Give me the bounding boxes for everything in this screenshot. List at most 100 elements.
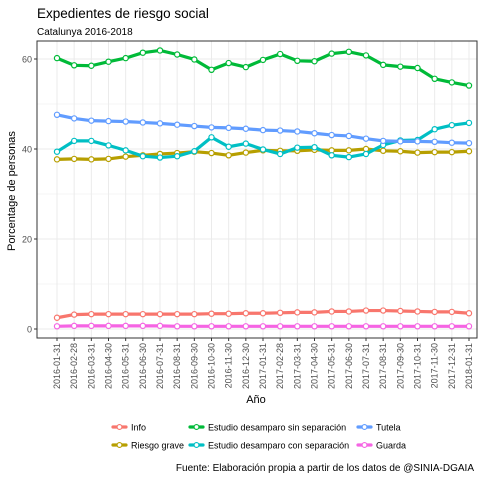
legend-label: Estudio desamparo sin separación bbox=[208, 423, 346, 433]
data-point-estudio-desamparo-con-separacion bbox=[276, 150, 284, 158]
data-point-estudio-desamparo-con-separacion bbox=[362, 150, 370, 158]
data-point-tutela bbox=[379, 137, 387, 145]
x-tick-label: 2016-06-30 bbox=[138, 343, 148, 389]
y-tick-label: 20 bbox=[22, 235, 32, 245]
data-point-tutela bbox=[294, 128, 301, 135]
data-point-guarda bbox=[379, 323, 387, 330]
data-point-tutela bbox=[105, 117, 112, 125]
data-point-estudio-desamparo-sin-separacion bbox=[122, 54, 129, 62]
data-point-estudio-desamparo-con-separacion bbox=[139, 152, 147, 160]
data-point-info bbox=[397, 307, 404, 315]
data-point-tutela bbox=[311, 130, 318, 137]
data-point-riesgo-grave bbox=[414, 149, 421, 156]
data-point-estudio-desamparo-sin-separacion bbox=[139, 49, 147, 56]
x-tick-label: 2016-03-31 bbox=[86, 343, 96, 389]
data-point-estudio-desamparo-sin-separacion bbox=[242, 63, 250, 71]
data-point-estudio-desamparo-con-separacion bbox=[105, 142, 112, 149]
x-tick-label: 2017-03-31 bbox=[292, 343, 302, 389]
data-point-guarda bbox=[156, 322, 164, 330]
chart-caption: Fuente: Elaboración propia a partir de l… bbox=[176, 463, 474, 474]
data-point-guarda bbox=[70, 322, 78, 330]
x-tick-label: 2017-04-30 bbox=[310, 343, 320, 389]
data-point-tutela bbox=[225, 124, 232, 132]
data-point-info bbox=[311, 309, 318, 316]
data-point-estudio-desamparo-sin-separacion bbox=[362, 52, 370, 59]
x-tick-label: 2017-09-30 bbox=[395, 343, 405, 389]
x-tick-label: 2017-06-30 bbox=[344, 343, 354, 389]
data-point-info bbox=[242, 310, 250, 317]
data-point-guarda bbox=[88, 322, 95, 330]
data-point-tutela bbox=[431, 138, 438, 145]
data-point-estudio-desamparo-con-separacion bbox=[88, 137, 95, 145]
data-point-tutela bbox=[139, 119, 147, 126]
data-point-tutela bbox=[242, 125, 250, 132]
data-point-info bbox=[448, 308, 456, 316]
x-tick-label: 2017-05-31 bbox=[327, 343, 337, 389]
x-tick-label: 2016-09-30 bbox=[189, 343, 199, 389]
x-tick-label: 2016-11-30 bbox=[224, 343, 234, 388]
data-point-guarda bbox=[276, 323, 284, 330]
x-tick-label: 2016-12-30 bbox=[241, 343, 251, 389]
x-tick-label: 2017-08-31 bbox=[378, 343, 388, 389]
data-point-info bbox=[70, 311, 78, 318]
data-point-tutela bbox=[122, 118, 129, 125]
legend: Info Estudio desamparo sin separación Tute… bbox=[111, 423, 406, 451]
data-point-guarda bbox=[208, 323, 215, 330]
data-point-tutela bbox=[70, 115, 78, 122]
data-point-riesgo-grave bbox=[225, 152, 232, 159]
x-tick-label: 2017-10-31 bbox=[413, 343, 423, 389]
data-point-tutela bbox=[345, 132, 353, 140]
data-point-info bbox=[431, 308, 438, 316]
data-point-guarda bbox=[242, 323, 250, 330]
legend-key-point bbox=[361, 424, 368, 430]
legend-key-point bbox=[361, 442, 368, 448]
x-tick-label: 2016-01-31 bbox=[52, 343, 62, 389]
data-point-tutela bbox=[259, 126, 267, 134]
data-point-estudio-desamparo-con-separacion bbox=[53, 148, 61, 155]
data-point-info bbox=[465, 310, 473, 317]
data-point-estudio-desamparo-sin-separacion bbox=[105, 58, 112, 65]
data-point-tutela bbox=[208, 124, 215, 131]
x-tick-label: 2016-04-30 bbox=[104, 343, 114, 389]
data-point-estudio-desamparo-sin-separacion bbox=[345, 48, 353, 56]
data-point-estudio-desamparo-sin-separacion bbox=[156, 47, 164, 54]
data-point-riesgo-grave bbox=[379, 147, 387, 154]
y-axis-title: Porcentage de personas bbox=[6, 131, 18, 251]
data-point-guarda bbox=[173, 323, 181, 330]
data-point-tutela bbox=[276, 127, 284, 134]
data-point-tutela bbox=[448, 139, 456, 146]
data-point-guarda bbox=[345, 323, 353, 330]
x-tick-label: 2018-01-31 bbox=[464, 343, 474, 389]
legend-key-point bbox=[116, 442, 123, 448]
data-point-info bbox=[122, 310, 129, 318]
data-point-guarda bbox=[431, 323, 438, 330]
data-point-estudio-desamparo-sin-separacion bbox=[465, 82, 473, 89]
data-point-info bbox=[379, 307, 387, 314]
x-tick-label: 2016-05-31 bbox=[121, 343, 131, 389]
data-point-info bbox=[294, 309, 301, 316]
x-tick-label: 2016-02-28 bbox=[69, 343, 79, 389]
data-point-guarda bbox=[414, 323, 421, 330]
y-tick-label: 40 bbox=[22, 145, 32, 155]
data-point-estudio-desamparo-con-separacion bbox=[156, 154, 164, 161]
data-point-estudio-desamparo-sin-separacion bbox=[311, 58, 318, 65]
data-point-guarda bbox=[328, 323, 335, 330]
data-point-guarda bbox=[397, 323, 404, 330]
data-point-estudio-desamparo-sin-separacion bbox=[397, 63, 404, 70]
x-tick-label: 2016-10-30 bbox=[207, 343, 217, 389]
data-point-guarda bbox=[139, 322, 147, 330]
data-point-estudio-desamparo-con-separacion bbox=[448, 121, 456, 129]
y-tick-label: 60 bbox=[22, 55, 32, 65]
data-point-tutela bbox=[156, 120, 164, 127]
data-point-estudio-desamparo-sin-separacion bbox=[448, 79, 456, 86]
x-tick-label: 2017-02-28 bbox=[275, 343, 285, 389]
data-point-estudio-desamparo-sin-separacion bbox=[294, 57, 301, 65]
data-point-estudio-desamparo-sin-separacion bbox=[276, 50, 284, 58]
data-point-estudio-desamparo-con-separacion bbox=[311, 143, 318, 151]
data-point-info bbox=[362, 307, 370, 314]
data-point-tutela bbox=[88, 117, 95, 124]
data-point-tutela bbox=[173, 121, 181, 128]
legend-label: Estudio desamparo con separación bbox=[208, 441, 349, 451]
data-point-info bbox=[105, 310, 112, 318]
